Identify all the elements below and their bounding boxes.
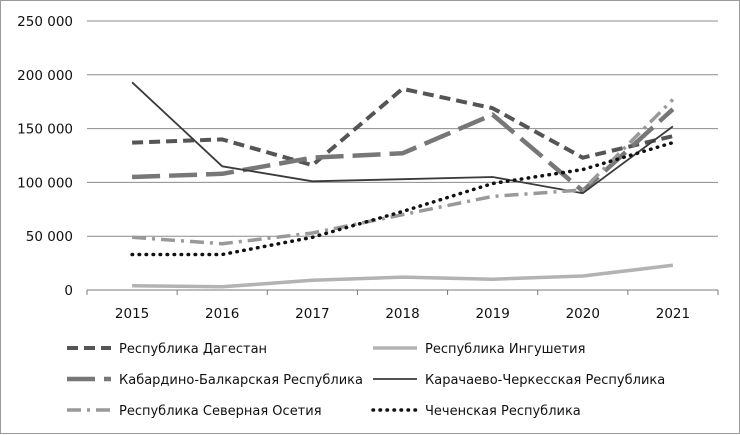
x-tick-label: 2018 [385,306,419,322]
series-line-1 [132,86,674,168]
y-tick-label: 250 000 [17,14,73,30]
gridlines [87,20,718,237]
y-tick-label: 200 000 [17,68,73,84]
y-tick-label: 0 [64,283,73,299]
x-tick-label: 2019 [475,306,509,322]
legend-label-4: Карачаево-Черкесская Республика [425,373,665,388]
x-tick-label: 2015 [115,306,149,322]
series-line-6 [130,140,675,257]
x-axis: 2015 2016 2017 2018 2019 2020 2021 [86,289,719,322]
x-tick-label: 2016 [205,306,239,322]
legend-label-1: Республика Дагестан [119,342,267,357]
y-axis-ticks: 0 50 000 100 000 150 000 200 000 250 000 [17,14,73,299]
series-line-5 [131,98,675,246]
y-tick-label: 50 000 [26,229,73,245]
series-lines [130,81,675,289]
x-tick-label: 2021 [656,306,690,322]
x-tick-label: 2017 [295,306,329,322]
legend-label-6: Чеченская Республика [425,404,581,419]
legend-label-5: Республика Северная Осетия [119,404,322,419]
x-tick-label: 2020 [566,306,600,322]
legend-label-2: Республика Ингушетия [425,342,585,357]
legend: Республика Дагестан Республика Ингушетия К… [67,342,665,419]
legend-label-3: Кабардино-Балкарская Республика [119,373,363,388]
series-line-4 [131,81,674,195]
y-tick-label: 150 000 [17,122,73,138]
series-line-2 [132,263,674,289]
y-tick-label: 100 000 [17,175,73,191]
